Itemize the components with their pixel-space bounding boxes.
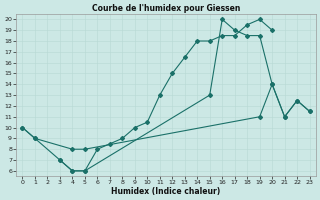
- Title: Courbe de l'humidex pour Giessen: Courbe de l'humidex pour Giessen: [92, 4, 240, 13]
- X-axis label: Humidex (Indice chaleur): Humidex (Indice chaleur): [111, 187, 221, 196]
